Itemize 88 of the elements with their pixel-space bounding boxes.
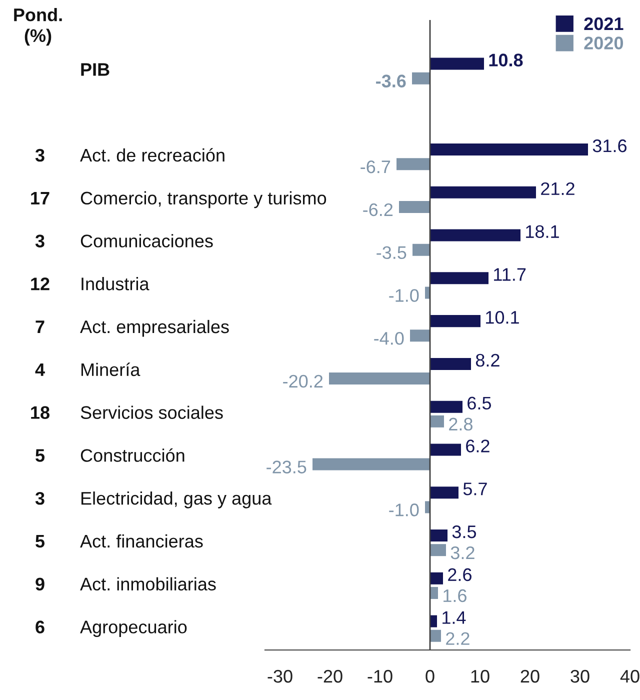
data-label: 2.6 xyxy=(448,568,472,582)
text: 5 xyxy=(36,449,45,462)
bar xyxy=(430,444,461,456)
bar xyxy=(399,200,430,213)
bar xyxy=(430,400,462,413)
bar xyxy=(396,158,430,170)
data-label: 3.5 xyxy=(452,525,476,538)
y-tick-label: Construcción xyxy=(80,448,184,462)
data-label: 6.2 xyxy=(466,440,490,452)
text: 5 xyxy=(36,535,45,548)
y-tick-label: Act. financieras xyxy=(80,534,203,548)
bar xyxy=(430,544,446,556)
x-tick-label: 20 xyxy=(520,670,540,683)
x-tick-label: -30 xyxy=(268,670,292,683)
bar xyxy=(430,486,458,499)
bar xyxy=(430,358,471,370)
bar xyxy=(430,272,488,284)
bar xyxy=(412,244,430,256)
bar xyxy=(430,415,444,428)
data-label: -20.2 xyxy=(283,374,323,388)
bar xyxy=(425,286,430,299)
bar xyxy=(430,144,588,156)
legend-label: 2020 xyxy=(584,36,624,50)
bar xyxy=(430,529,448,542)
y-tick-label: Comunicaciones xyxy=(80,234,213,248)
bar xyxy=(312,458,430,470)
y-tick-label: Industria xyxy=(82,277,150,290)
y-tick-label: Agropecuario xyxy=(80,620,187,637)
data-label: 21.2 xyxy=(541,182,574,195)
text: 6 xyxy=(36,620,44,634)
data-label: 10.8 xyxy=(489,54,523,66)
data-label: 1.4 xyxy=(442,611,466,624)
x-tick-label: -10 xyxy=(368,670,392,683)
bar xyxy=(430,615,437,628)
y-tick-label: Act. empresariales xyxy=(80,320,229,337)
legend-label: 2021 xyxy=(584,17,624,30)
data-label: 6.5 xyxy=(468,396,492,410)
data-label: -23.5 xyxy=(266,460,306,474)
data-label: 31.6 xyxy=(592,139,627,152)
data-label: 11.7 xyxy=(494,268,526,281)
y-tick-label: Electricidad, gas y agua xyxy=(81,491,272,508)
bar xyxy=(329,372,430,385)
y-tick-label: Act. inmobiliarias xyxy=(80,577,216,591)
y-tick-label: Minería xyxy=(81,362,140,376)
bar xyxy=(430,229,520,242)
y-tick-label: Act. de recreación xyxy=(80,148,224,162)
bar xyxy=(430,630,441,642)
bar xyxy=(430,315,480,328)
data-label: 3.2 xyxy=(450,546,474,560)
bar xyxy=(430,186,536,198)
data-label: -6.2 xyxy=(363,203,393,216)
data-label: 1.6 xyxy=(444,589,466,602)
bar xyxy=(412,72,430,84)
y-tick-label: Servicios sociales xyxy=(80,406,223,419)
bar xyxy=(425,501,430,514)
text: 3 xyxy=(35,148,44,162)
text: 3 xyxy=(35,492,44,505)
data-label: -1.0 xyxy=(389,504,419,516)
x-tick-label: -20 xyxy=(318,670,342,683)
text: 7 xyxy=(36,320,44,334)
data-label: 2.8 xyxy=(449,418,472,431)
y-tick-label: PIB xyxy=(81,63,110,76)
bar xyxy=(430,586,438,599)
x-tick-label: 40 xyxy=(620,670,640,683)
bar xyxy=(430,572,443,584)
text: Pond. (%) xyxy=(14,8,62,46)
data-label: -4.0 xyxy=(374,332,404,345)
text: 12 xyxy=(31,278,50,290)
data-label: 8.2 xyxy=(476,354,500,367)
x-tick-label: 30 xyxy=(570,670,590,683)
data-label: 10.1 xyxy=(486,310,519,324)
text: 3 xyxy=(35,234,44,248)
text: 17 xyxy=(31,192,50,204)
y-tick-label: Comercio, transporte y turismo xyxy=(80,191,326,208)
x-tick-label: 10 xyxy=(471,670,490,683)
text: 9 xyxy=(36,578,44,591)
data-label: 5.7 xyxy=(463,482,487,496)
text: 18 xyxy=(31,406,50,419)
text: 4 xyxy=(35,363,45,376)
x-tick-label: 0 xyxy=(426,670,434,683)
bar xyxy=(410,330,430,342)
data-label: -1.0 xyxy=(389,289,419,302)
data-label: 2.2 xyxy=(446,632,470,645)
data-label: -6.7 xyxy=(360,160,390,174)
data-label: 18.1 xyxy=(526,225,559,238)
data-label: -3.5 xyxy=(376,246,406,260)
bar xyxy=(430,58,484,70)
data-label: -3.6 xyxy=(376,74,406,88)
